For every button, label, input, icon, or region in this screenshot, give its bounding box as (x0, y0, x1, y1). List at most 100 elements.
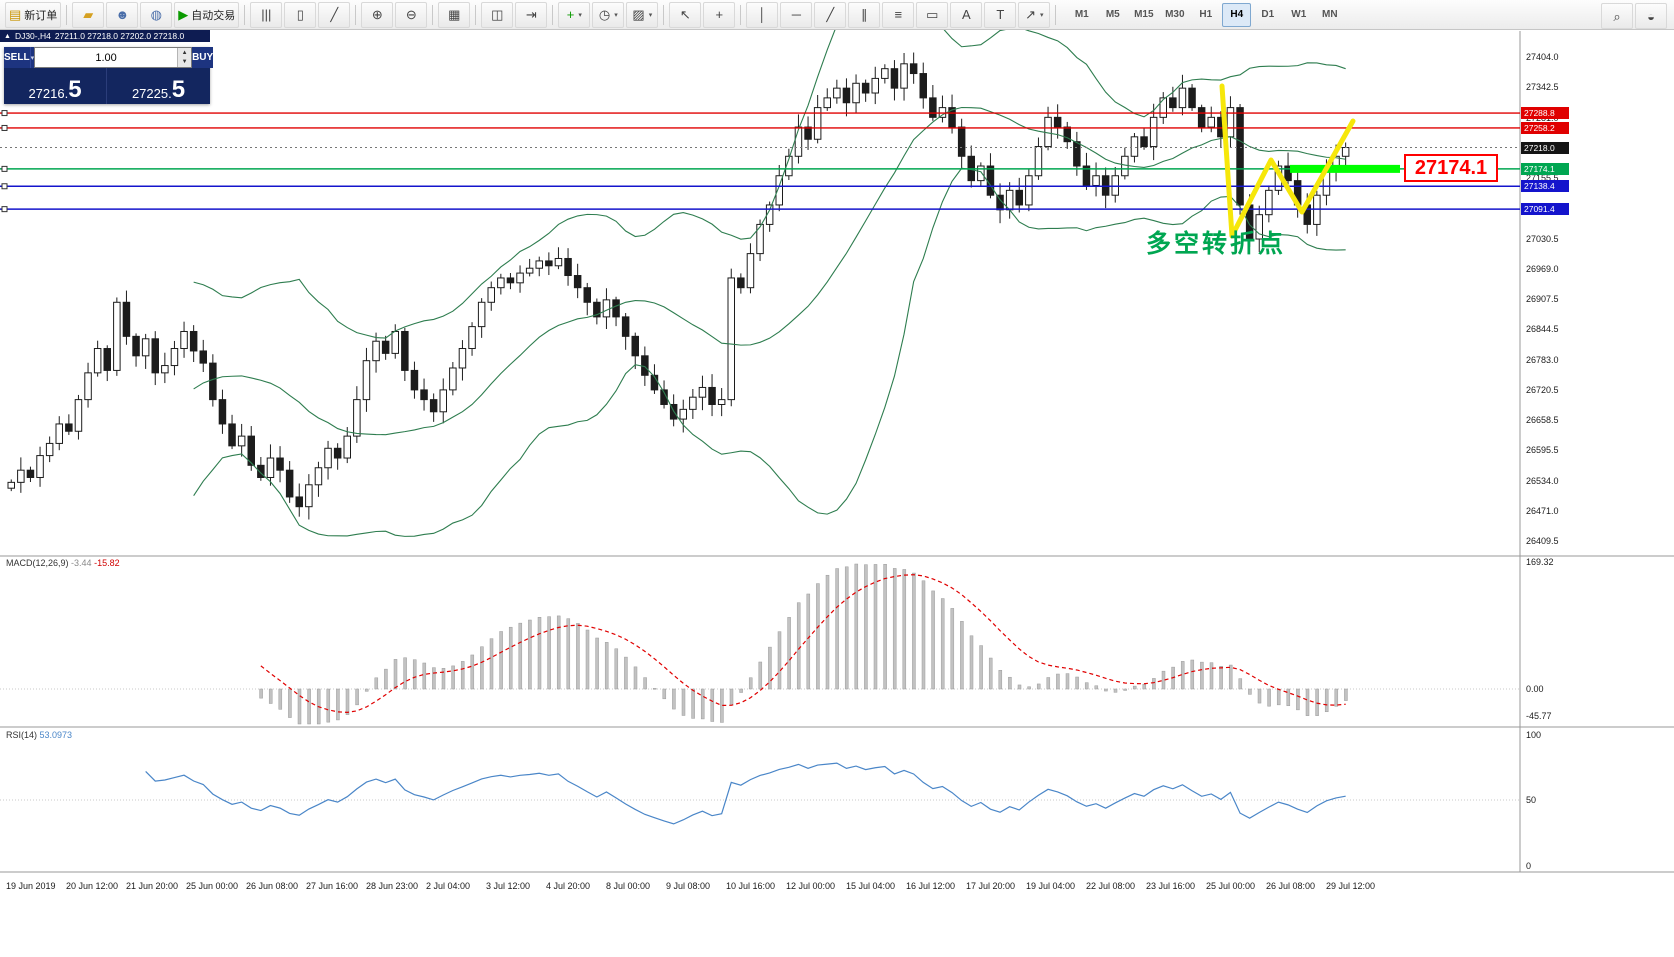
dropdown-caret-icon[interactable]: ▾ (578, 11, 582, 19)
horizontal-line-button[interactable]: ─ (780, 1, 813, 28)
macd-histogram-bar (470, 654, 475, 690)
tile-windows-button[interactable]: ▦ (438, 1, 471, 28)
auto-arrange-button[interactable]: ◫ (481, 1, 514, 28)
macd-histogram-bar (681, 688, 686, 716)
macd-histogram-bar (604, 642, 609, 690)
buy-price[interactable]: 27225. 5 (107, 68, 210, 104)
candle-body (564, 257, 572, 277)
support-highlight-bar[interactable] (1290, 164, 1400, 173)
wallet-button[interactable]: ▰ (72, 1, 105, 28)
trendline-button[interactable]: ╱ (814, 1, 847, 28)
zoom-in-button[interactable]: ⊕ (361, 1, 394, 28)
macd-histogram-bar (576, 623, 580, 690)
macd-histogram-bar (1132, 685, 1137, 690)
candlestick-chart-button[interactable]: ▯ (284, 1, 317, 28)
macd-histogram-bar (643, 677, 647, 690)
dropdown-caret-icon[interactable]: ▾ (648, 11, 653, 19)
line-chart-button[interactable]: ╱ (318, 1, 351, 28)
arrows-button[interactable]: ↗ ▾ (1018, 1, 1051, 28)
chart-shift-button[interactable]: ⇥ (515, 1, 548, 28)
bar-chart-button[interactable]: ||| (250, 1, 283, 28)
timeframe-w1[interactable]: W1 (1291, 9, 1307, 20)
sell-button[interactable]: SELL (4, 47, 30, 68)
price-level-flag[interactable]: 27174.1 (1404, 154, 1498, 182)
candle-body (957, 126, 966, 157)
macd-histogram-bar (758, 661, 763, 690)
macd-histogram-bar (1248, 688, 1252, 695)
zoom-in-icon: ⊕ (371, 7, 383, 22)
timeframe-m15[interactable]: M15 (1134, 9, 1154, 20)
candle-body (477, 301, 486, 328)
line-handle[interactable] (1, 206, 8, 213)
price-scale-badge: 27258.2 (1521, 121, 1569, 134)
line-handle[interactable] (1, 124, 8, 131)
macd-histogram-bar (979, 645, 983, 690)
user-button[interactable]: ☻ (106, 1, 139, 28)
macd-histogram-bar (806, 593, 811, 690)
macd-histogram-bar (931, 590, 935, 690)
zoom-out-button[interactable]: ⊖ (395, 1, 428, 28)
time-axis-label: 3 Jul 12:00 (486, 881, 531, 891)
line-handle[interactable] (1, 183, 8, 190)
text-label-button[interactable]: T (984, 1, 1017, 28)
shapes-button[interactable]: ▭ (916, 1, 949, 28)
turning-point-annotation[interactable]: 多空转折点 (1146, 230, 1287, 258)
cursor-button[interactable]: ↖ (669, 1, 702, 28)
search-button[interactable]: ⌕ (1601, 3, 1633, 29)
toolbar-separator (244, 4, 246, 25)
timeframe-h1[interactable]: H1 (1199, 9, 1213, 20)
buy-button[interactable]: BUY (192, 47, 214, 68)
dropdown-caret-icon[interactable]: ▾ (1039, 11, 1044, 19)
line-handle[interactable] (1, 165, 8, 172)
text-button[interactable]: A (950, 1, 983, 28)
candle-body (737, 277, 745, 289)
macd-histogram-bar (1123, 688, 1127, 691)
macd-histogram-bar (787, 617, 791, 690)
time-axis-label: 12 Jul 00:00 (786, 881, 836, 891)
volume-down-icon[interactable]: ▼ (178, 57, 192, 67)
volume-up-icon[interactable]: ▲ (178, 48, 192, 58)
timeframe-m5[interactable]: M5 (1105, 9, 1120, 20)
autotrade-button[interactable]: ▶ 自动交易 (174, 1, 240, 28)
candle-body (535, 260, 543, 269)
chart-shift-icon: ⇥ (525, 7, 537, 22)
periods-button[interactable]: ◷ ▾ (592, 1, 625, 28)
fibonacci-button[interactable]: ≡ (882, 1, 915, 28)
volume-input[interactable] (35, 48, 178, 67)
add-indicator-button[interactable]: + ▾ (558, 1, 591, 28)
order-type-caret-icon[interactable]: ▾ (29, 47, 35, 68)
timeframe-m1[interactable]: M1 (1074, 9, 1089, 20)
tile-windows-icon: ▦ (448, 7, 461, 22)
macd-histogram-bar (1084, 682, 1089, 690)
new-order-button[interactable]: ▤ 新订单 (5, 1, 62, 28)
equidistant-channel-button[interactable]: ∥ (848, 1, 881, 28)
timeframe-m30[interactable]: M30 (1165, 9, 1185, 20)
candlestick-chart-icon: ▯ (296, 7, 304, 22)
macd-histogram-bar (854, 563, 859, 690)
macd-histogram-bar (489, 638, 494, 690)
line-handle[interactable] (1, 110, 8, 117)
price-scale-tick: 26471.0 (1526, 505, 1559, 516)
candle-body (890, 68, 899, 89)
candle-body (1015, 189, 1023, 206)
chat-button[interactable]: ◒ (1635, 3, 1667, 29)
bar-chart-icon: ||| (261, 7, 272, 22)
add-indicator-icon: + (566, 7, 575, 22)
price-scale-tick: 27155.5 (1526, 173, 1559, 183)
candle-body (401, 330, 409, 371)
templates-button[interactable]: ▨ ▾ (626, 1, 659, 28)
timeframe-d1[interactable]: D1 (1261, 9, 1275, 20)
crosshair-button[interactable]: + (703, 1, 736, 28)
candle-body (141, 338, 150, 357)
sell-price[interactable]: 27216. 5 (4, 68, 107, 104)
chart-title-bar[interactable]: ▲ DJ30-,H4 27211.0 27218.0 27202.0 27218… (0, 30, 210, 42)
timeframe-h4[interactable]: H4 (1222, 2, 1252, 27)
rsi-indicator-label: RSI(14) 53.0973 (6, 730, 72, 740)
timeframe-mn[interactable]: MN (1322, 9, 1338, 20)
vertical-line-button[interactable]: │ (746, 1, 779, 28)
dropdown-caret-icon[interactable]: ▾ (614, 11, 618, 19)
globe-button[interactable]: ◍ (140, 1, 173, 28)
candle-body (689, 396, 697, 410)
zigzag-annotation[interactable] (1219, 83, 1356, 239)
